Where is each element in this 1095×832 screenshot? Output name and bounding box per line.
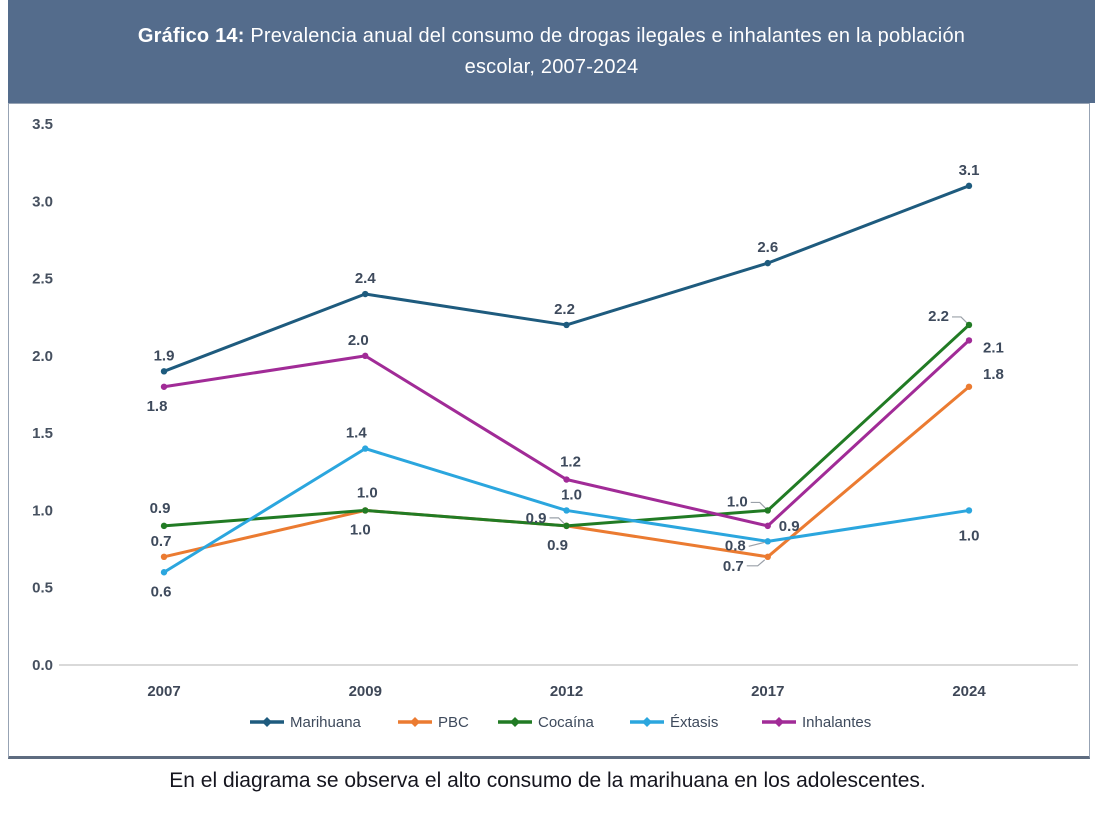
label-leader-line xyxy=(549,517,565,525)
legend-marker-diamond-inhalantes xyxy=(774,717,784,727)
x-axis-label: 2012 xyxy=(550,683,583,700)
series-line-pbc xyxy=(162,385,971,559)
legend-marker-diamond-cocaína xyxy=(510,717,520,727)
data-point-éxtasis xyxy=(965,507,973,514)
data-label: 0.9 xyxy=(526,510,547,527)
data-label: 0.7 xyxy=(723,558,744,575)
data-point-inhalantes xyxy=(160,383,168,390)
data-point-inhalantes xyxy=(764,522,771,530)
data-point-pbc xyxy=(764,553,771,561)
data-point-cocaína xyxy=(563,522,570,530)
legend-item-inhalantes: Inhalantes xyxy=(802,714,871,731)
line-chart-canvas: 0.0 0.5 1.0 1.5 2.0 2.5 3.0 3.5 2007 2009 2012 2017… xyxy=(32,116,1078,731)
label-leader-line xyxy=(952,316,968,324)
data-label: 2.6 xyxy=(757,239,778,256)
x-axis-label: 2007 xyxy=(147,683,180,700)
data-point-marihuana xyxy=(563,321,570,329)
data-label: 2.2 xyxy=(554,301,575,318)
data-label: 1.0 xyxy=(350,521,371,538)
data-label: 0.9 xyxy=(547,537,568,554)
y-axis-tick-label: 3.5 xyxy=(32,116,53,133)
data-label: 1.8 xyxy=(983,366,1004,383)
chart-header: Gráfico 14: Prevalencia anual del consum… xyxy=(8,0,1095,103)
data-label: 0.8 xyxy=(725,537,746,554)
chart-title-text: Prevalencia anual del consumo de drogas … xyxy=(244,24,966,78)
data-point-pbc xyxy=(160,553,168,561)
legend-marker-diamond-pbc xyxy=(410,717,420,727)
data-point-cocaína xyxy=(160,522,168,530)
data-label: 0.6 xyxy=(151,583,172,600)
y-axis-tick-label: 1.5 xyxy=(32,425,53,442)
data-point-marihuana xyxy=(362,290,369,298)
legend-item-cocaína: Cocaína xyxy=(538,714,595,731)
data-label: 2.4 xyxy=(355,270,377,287)
legend-item-marihuana: Marihuana xyxy=(290,714,362,731)
data-label: 1.9 xyxy=(154,347,175,364)
data-point-inhalantes xyxy=(563,476,570,483)
data-label: 1.2 xyxy=(560,454,581,471)
data-point-éxtasis xyxy=(563,507,570,514)
data-point-cocaína xyxy=(965,321,973,329)
data-point-marihuana xyxy=(160,368,168,375)
legend-marker-diamond-éxtasis xyxy=(642,717,652,727)
data-label: 0.7 xyxy=(151,533,172,550)
data-point-inhalantes xyxy=(965,337,973,344)
data-label: 1.8 xyxy=(147,398,168,415)
data-label: 1.0 xyxy=(959,527,980,544)
data-label: 0.9 xyxy=(150,500,171,517)
series-line-marihuana xyxy=(162,184,971,373)
data-point-éxtasis xyxy=(160,569,168,576)
data-label: 1.0 xyxy=(561,486,582,503)
y-axis-tick-label: 3.0 xyxy=(32,193,53,210)
data-point-cocaína xyxy=(362,507,369,514)
x-axis-label: 2017 xyxy=(751,683,784,700)
data-point-marihuana xyxy=(965,182,973,190)
data-point-pbc xyxy=(965,383,973,390)
data-label: 0.9 xyxy=(779,518,800,535)
chart-title-prefix: Gráfico 14: xyxy=(137,24,245,47)
data-label: 1.4 xyxy=(346,425,368,442)
legend-marker-diamond-marihuana xyxy=(262,717,272,727)
y-axis-tick-label: 1.0 xyxy=(32,502,53,519)
caption-text: En el diagrama se observa el alto consum… xyxy=(169,769,926,792)
chart-box: 0.0 0.5 1.0 1.5 2.0 2.5 3.0 3.5 2007 2009 2012 2017… xyxy=(8,103,1090,759)
data-label: 2.2 xyxy=(928,308,949,325)
y-axis-tick-label: 2.5 xyxy=(32,271,53,288)
chart-title: Gráfico 14: Prevalencia anual del consum… xyxy=(137,21,967,83)
label-leader-line xyxy=(748,541,765,547)
data-point-inhalantes xyxy=(362,352,369,360)
legend-item-pbc: PBC xyxy=(438,714,469,731)
label-leader-line xyxy=(746,559,766,567)
y-axis-tick-label: 0.5 xyxy=(32,580,53,597)
data-point-éxtasis xyxy=(362,445,369,452)
data-point-cocaína xyxy=(764,507,771,514)
data-label: 2.1 xyxy=(983,339,1004,356)
legend-item-éxtasis: Éxtasis xyxy=(670,714,718,731)
data-point-éxtasis xyxy=(764,538,771,545)
data-point-marihuana xyxy=(764,259,771,267)
x-axis-label: 2009 xyxy=(349,683,382,700)
label-leader-line xyxy=(750,501,767,509)
y-axis-tick-label: 0.0 xyxy=(32,657,53,674)
data-label: 3.1 xyxy=(959,162,980,179)
y-axis-tick-label: 2.0 xyxy=(32,348,53,365)
data-label: 1.0 xyxy=(727,493,748,510)
data-label: 2.0 xyxy=(348,332,369,349)
x-axis-label: 2024 xyxy=(952,683,986,700)
data-label: 1.0 xyxy=(357,484,378,501)
